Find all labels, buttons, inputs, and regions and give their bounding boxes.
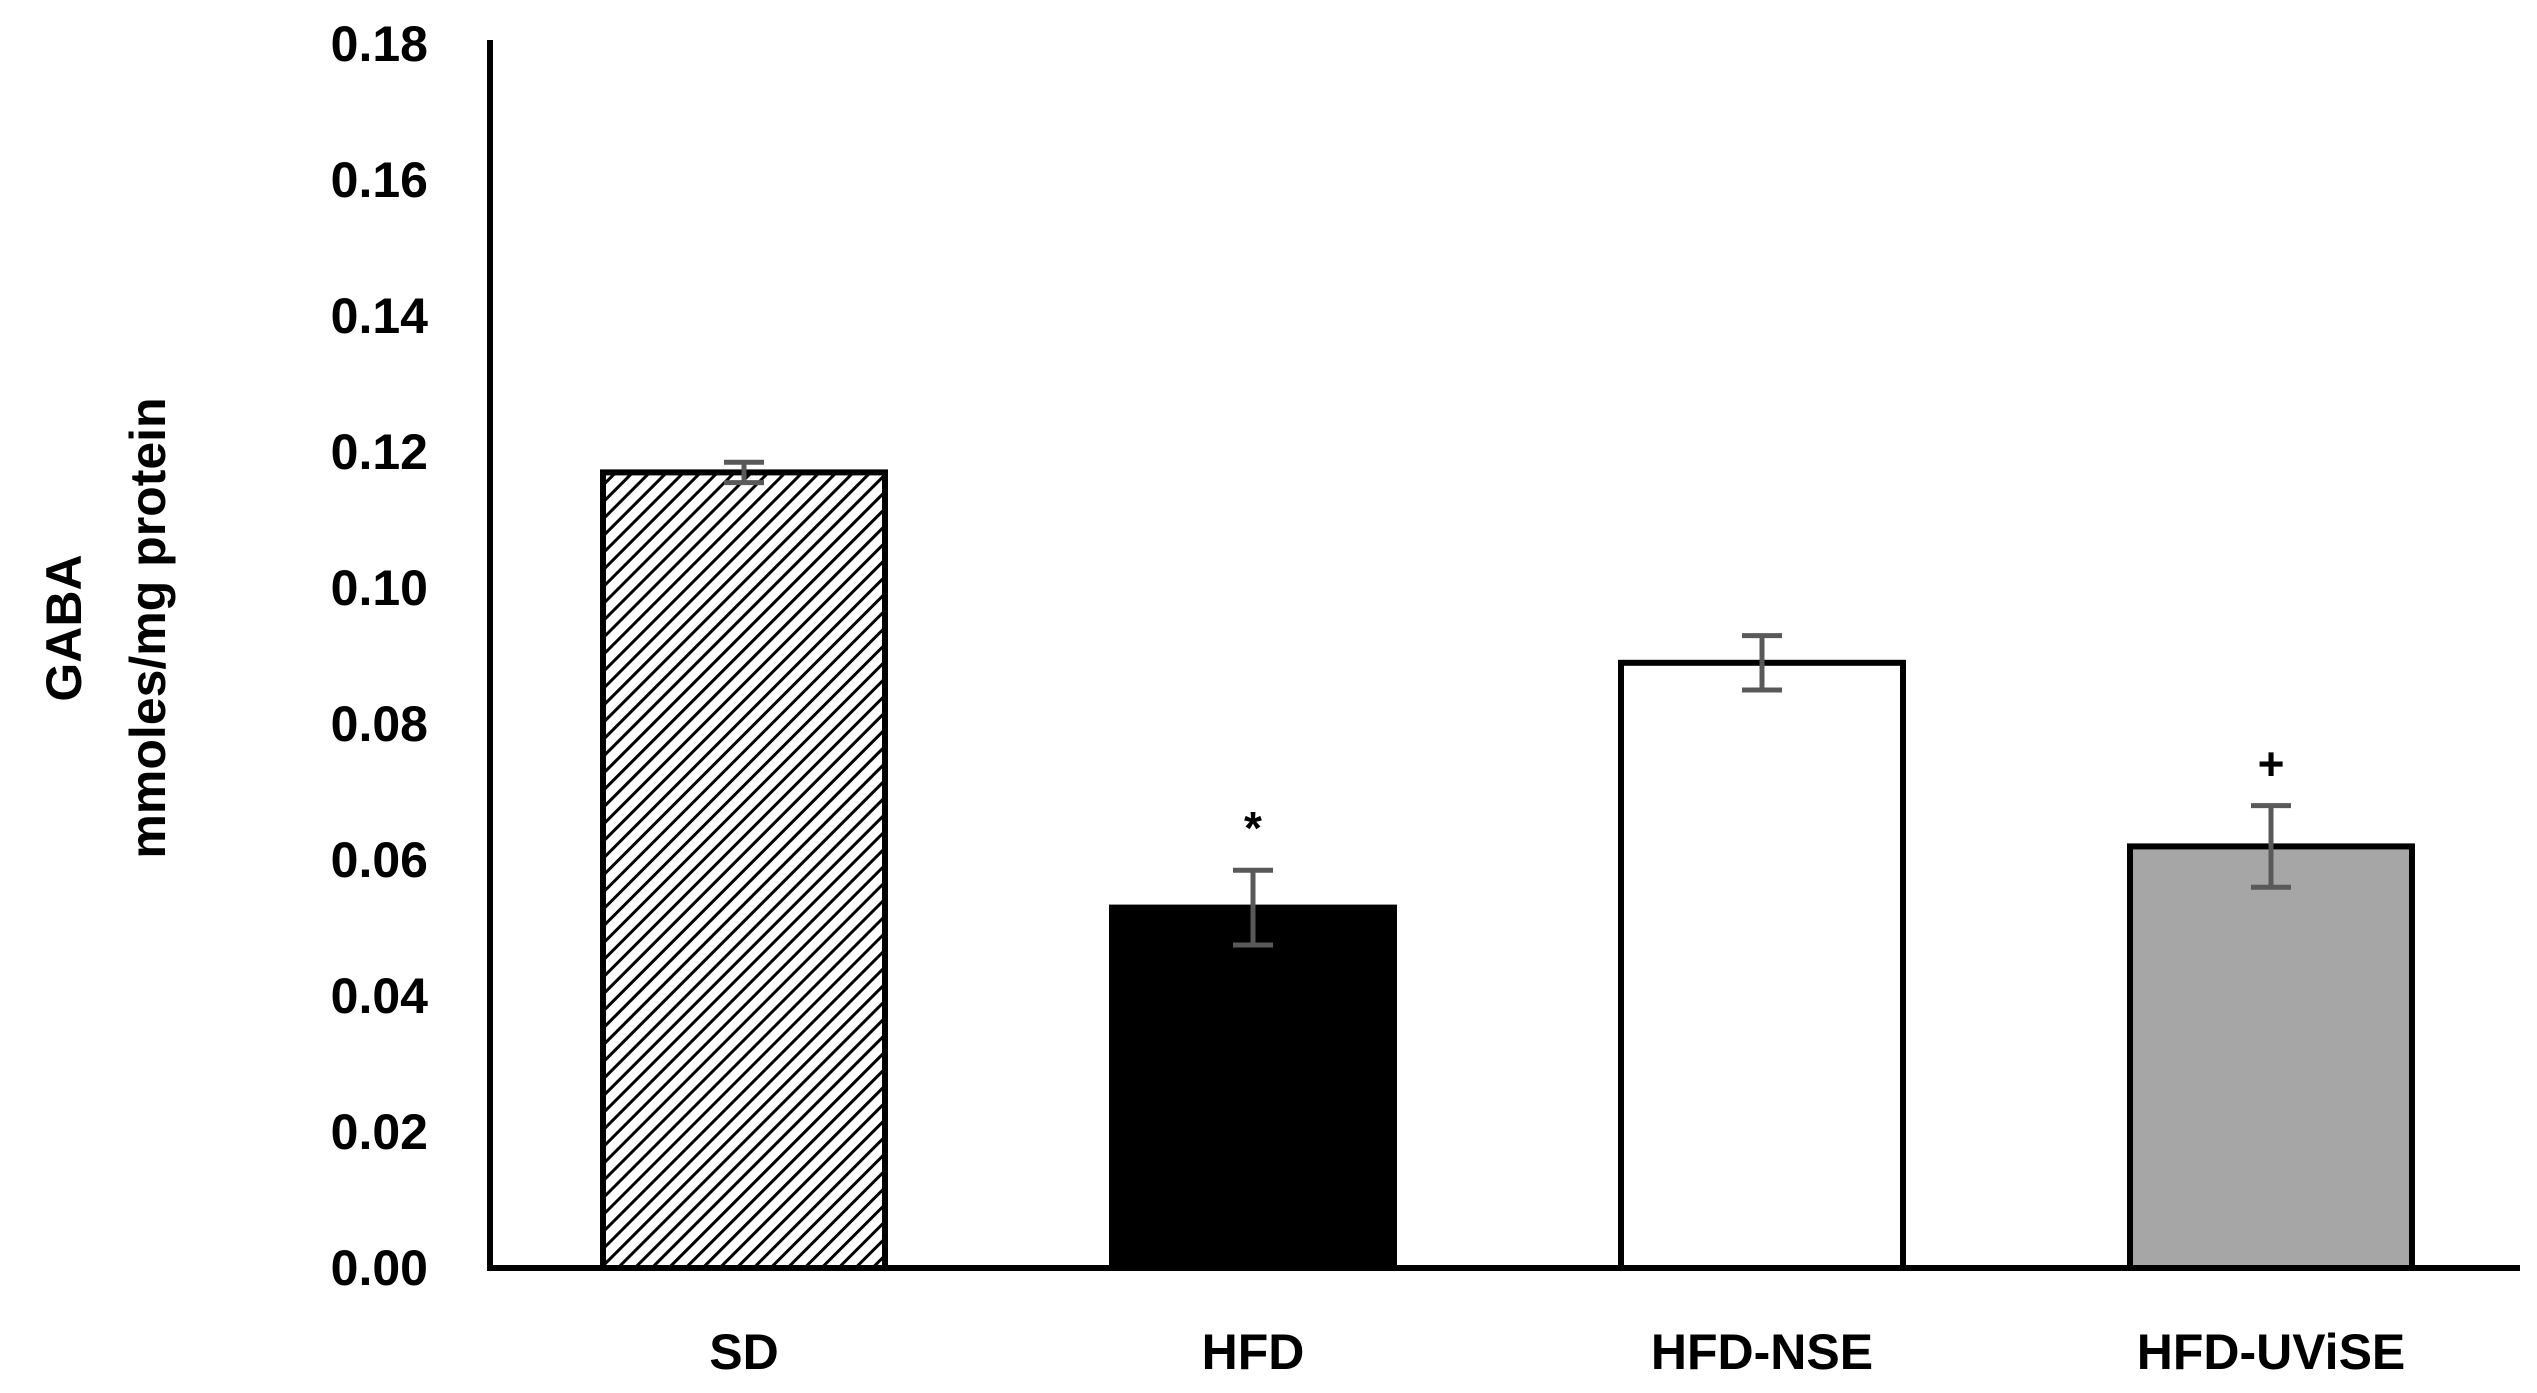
y-tick-label: 0.04 — [331, 968, 429, 1024]
y-axis-title-line: mmoles/mg protein — [120, 397, 176, 858]
y-tick-label: 0.18 — [331, 16, 428, 72]
y-tick-label: 0.10 — [331, 560, 428, 616]
y-tick-label: 0.14 — [331, 288, 429, 344]
y-tick-label: 0.16 — [331, 152, 428, 208]
bar-hfd-uvise — [2127, 843, 2415, 1272]
y-axis-ticks: 0.00 0.02 0.04 0.06 0.08 0.10 0.12 0.14 0.16 0.18 — [331, 16, 429, 1296]
x-category-label: HFD-NSE — [1651, 1324, 1873, 1380]
x-category-label: HFD — [1202, 1324, 1305, 1380]
error-bar-hfd-uvise — [2251, 803, 2291, 890]
y-tick-label: 0.12 — [331, 424, 428, 480]
y-tick-label: 0.08 — [331, 696, 428, 752]
error-bar-hfd — [1233, 867, 1273, 948]
bar-hfd — [1109, 904, 1397, 1271]
significance-mark: * — [1244, 802, 1262, 854]
y-axis-title: GABA mmoles/mg protein — [36, 397, 176, 858]
error-bars — [724, 459, 2291, 948]
bar-sd — [600, 469, 888, 1271]
significance-mark: + — [2258, 738, 2285, 790]
significance-marks: *+ — [1244, 738, 2284, 855]
y-axis-title-line: GABA — [36, 554, 92, 701]
bars — [600, 469, 2415, 1272]
x-category-label: SD — [709, 1324, 778, 1380]
y-tick-label: 0.06 — [331, 832, 428, 888]
y-tick-label: 0.00 — [331, 1240, 428, 1296]
x-category-label: HFD-UViSE — [2137, 1324, 2406, 1380]
error-bar-sd — [724, 459, 764, 486]
x-axis-labels: SD HFD HFD-NSE HFD-UViSE — [709, 1324, 2405, 1380]
error-bar-hfd-nse — [1742, 633, 1782, 693]
bar-hfd-nse — [1618, 659, 1906, 1271]
y-tick-label: 0.02 — [331, 1104, 428, 1160]
axes — [487, 40, 2520, 1271]
